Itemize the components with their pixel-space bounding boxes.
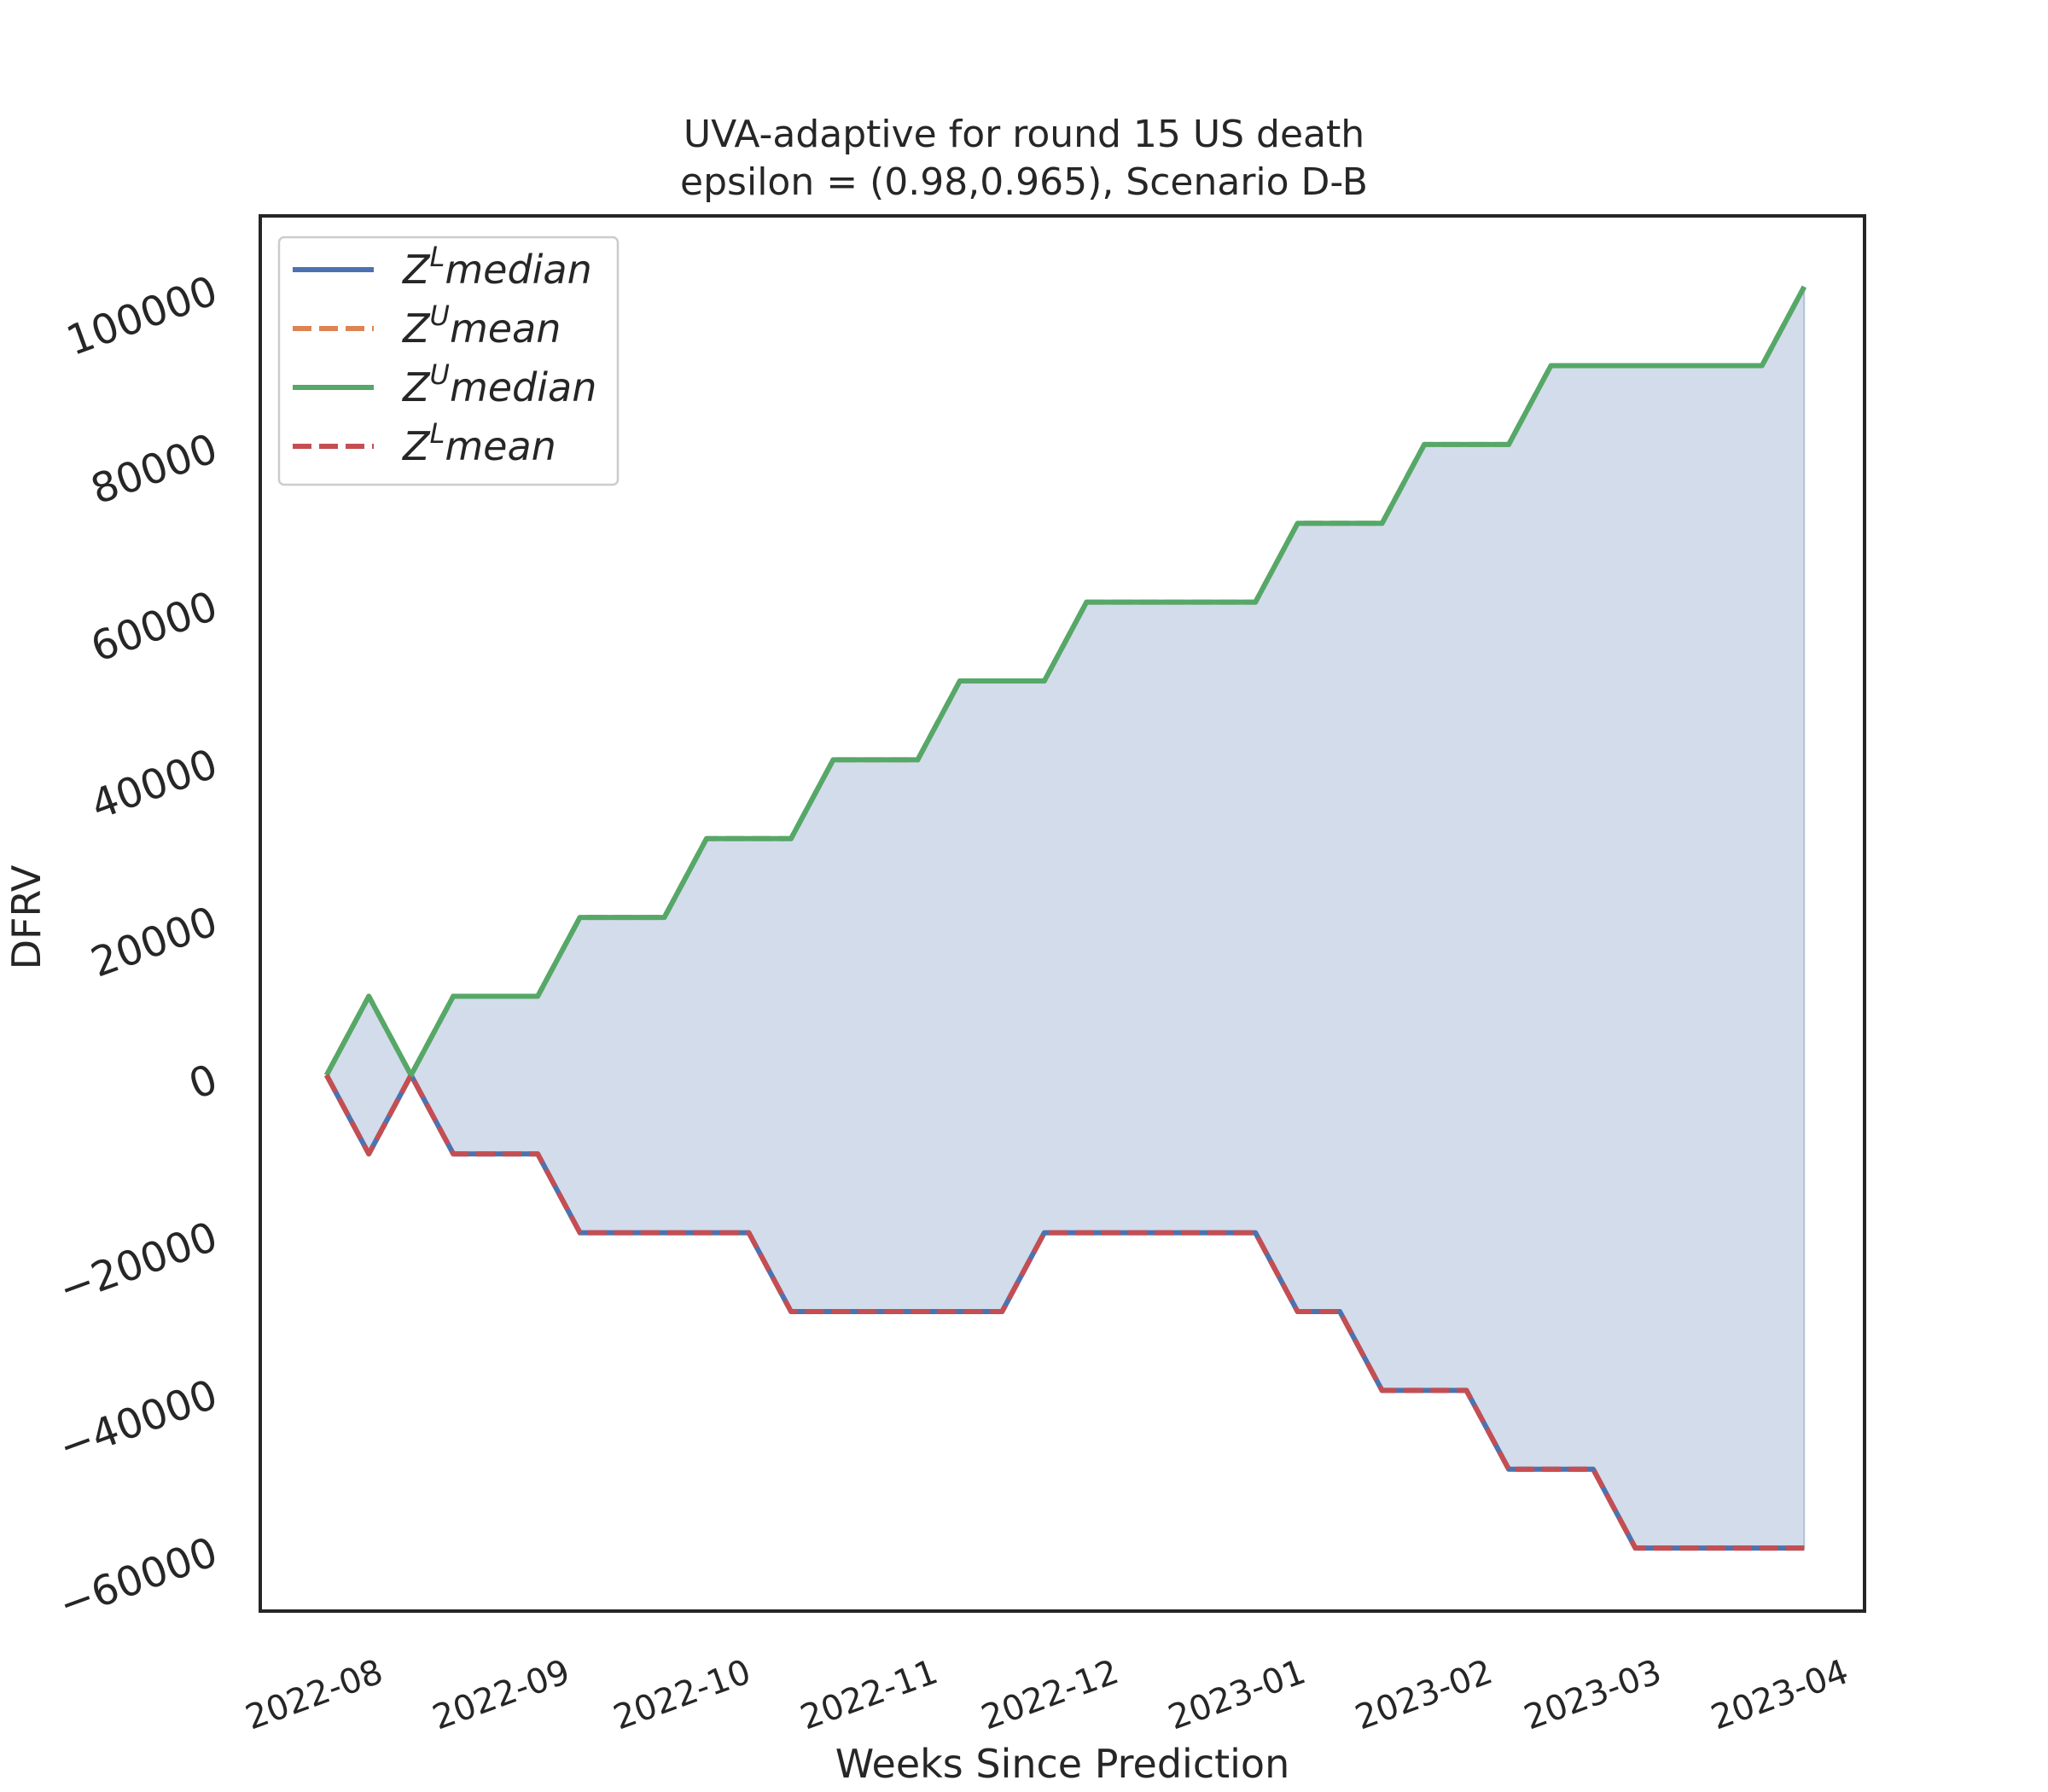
x-tick-label: 2023-03 — [1519, 1652, 1667, 1737]
y-tick-label: 0 — [183, 1056, 224, 1109]
y-tick-label: −60000 — [53, 1528, 224, 1630]
series-layer — [324, 285, 1807, 1551]
series-line-u-median — [324, 285, 1807, 1078]
y-axis-label: DFRV — [3, 864, 49, 969]
chart-subtitle: epsilon = (0.98,0.965), Scenario D-B — [680, 160, 1368, 204]
x-tick-label: 2022-12 — [976, 1652, 1124, 1737]
plot-frame — [259, 214, 1866, 1613]
x-tick-label: 2023-02 — [1350, 1652, 1498, 1737]
x-axis-label: Weeks Since Prediction — [835, 1741, 1289, 1787]
legend: ZLmedian ZUmean ZUmedian ZLmean — [277, 236, 620, 486]
y-tick-label: 100000 — [61, 267, 224, 365]
legend-entry-label: ZUmean — [401, 300, 561, 352]
series-line-l-mean — [324, 1072, 1805, 1551]
x-tick-label: 2022-08 — [241, 1652, 388, 1737]
legend-box — [277, 236, 620, 486]
y-axis-ticks: −60000 −40000 −20000 0 20000 40000 60000 80000 1… — [53, 267, 224, 1630]
x-tick-label: 2022-10 — [608, 1652, 756, 1737]
x-tick-label: 2023-04 — [1706, 1652, 1853, 1737]
y-tick-label: −20000 — [53, 1213, 224, 1314]
x-tick-label: 2023-01 — [1163, 1652, 1311, 1737]
legend-entry-label: ZUmedian — [401, 358, 596, 410]
x-tick-label: 2022-11 — [795, 1652, 943, 1737]
legend-entry-label: ZLmean — [401, 417, 556, 469]
chart-title: UVA-adaptive for round 15 US death — [684, 113, 1364, 156]
y-tick-label: 60000 — [84, 582, 224, 672]
x-axis-ticks: 2022-08 2022-09 2022-10 2022-11 2022-12 2023-… — [241, 1652, 1853, 1737]
y-tick-label: 20000 — [84, 898, 224, 987]
x-tick-label: 2022-09 — [428, 1652, 575, 1737]
y-tick-label: −40000 — [53, 1370, 224, 1472]
legend-entry-label: ZLmedian — [401, 241, 592, 293]
y-tick-label: 80000 — [84, 425, 224, 515]
y-tick-label: 40000 — [84, 740, 224, 829]
